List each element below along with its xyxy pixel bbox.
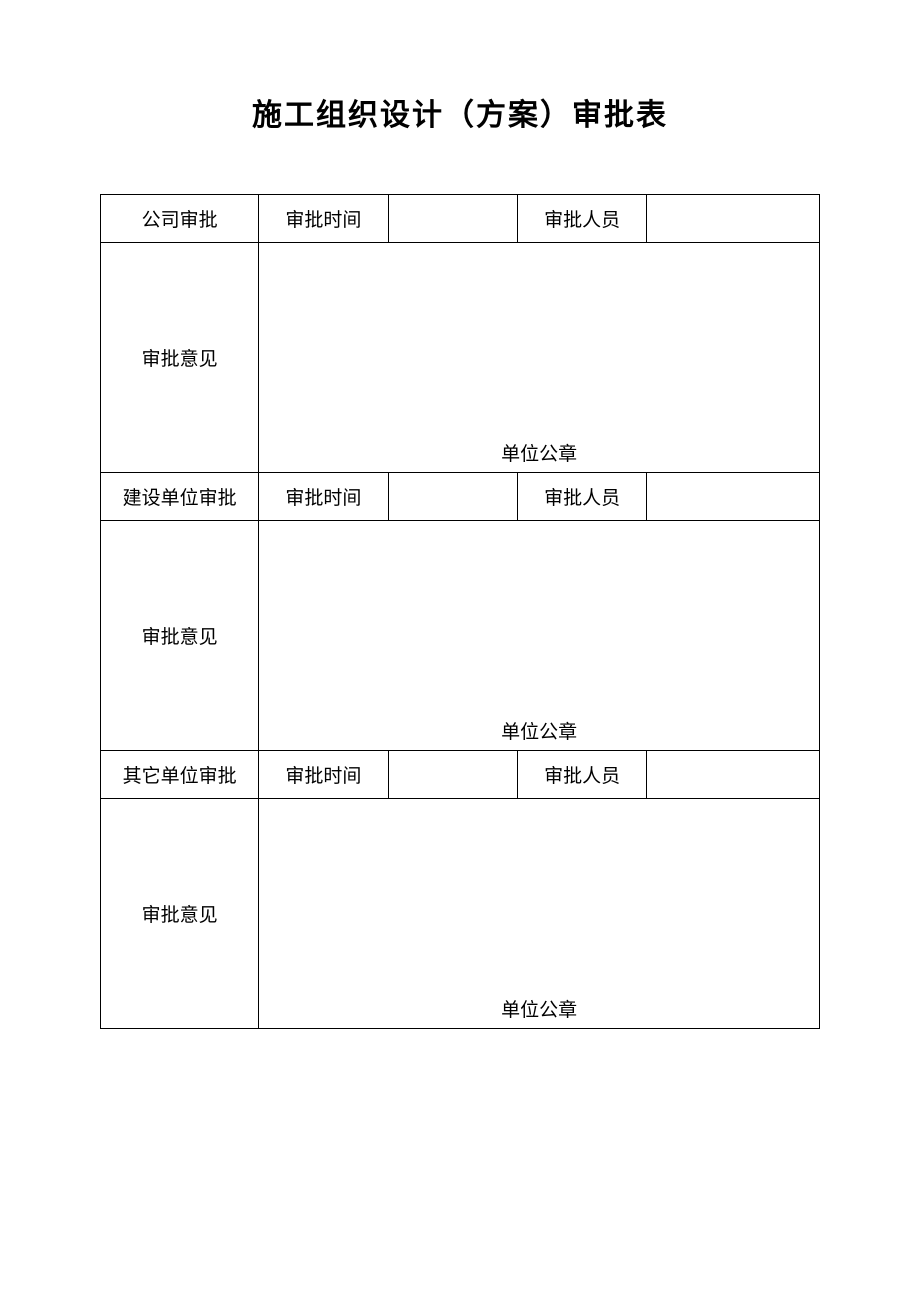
approval-table: 公司审批 审批时间 审批人员 审批意见 单位公章 建设单位审批 审批时间 审批人… xyxy=(100,194,820,1029)
table-row: 审批意见 单位公章 xyxy=(101,521,820,751)
person-value-cell xyxy=(647,751,820,799)
person-value-cell xyxy=(647,473,820,521)
time-value-cell xyxy=(388,473,517,521)
opinion-label-cell: 审批意见 xyxy=(101,521,259,751)
table-row: 建设单位审批 审批时间 审批人员 xyxy=(101,473,820,521)
table-row: 公司审批 审批时间 审批人员 xyxy=(101,195,820,243)
opinion-label-cell: 审批意见 xyxy=(101,243,259,473)
stamp-label: 单位公章 xyxy=(259,439,819,466)
time-label-cell: 审批时间 xyxy=(259,751,388,799)
table-row: 审批意见 单位公章 xyxy=(101,799,820,1029)
page-title: 施工组织设计（方案）审批表 xyxy=(100,90,820,134)
stamp-label: 单位公章 xyxy=(259,717,819,744)
table-row: 审批意见 单位公章 xyxy=(101,243,820,473)
approval-unit-cell: 公司审批 xyxy=(101,195,259,243)
stamp-label: 单位公章 xyxy=(259,995,819,1022)
approval-unit-cell: 建设单位审批 xyxy=(101,473,259,521)
time-value-cell xyxy=(388,751,517,799)
opinion-content-cell: 单位公章 xyxy=(259,799,820,1029)
table-row: 其它单位审批 审批时间 审批人员 xyxy=(101,751,820,799)
person-label-cell: 审批人员 xyxy=(517,195,646,243)
person-value-cell xyxy=(647,195,820,243)
opinion-content-cell: 单位公章 xyxy=(259,521,820,751)
time-value-cell xyxy=(388,195,517,243)
time-label-cell: 审批时间 xyxy=(259,195,388,243)
approval-unit-cell: 其它单位审批 xyxy=(101,751,259,799)
opinion-content-cell: 单位公章 xyxy=(259,243,820,473)
opinion-label-cell: 审批意见 xyxy=(101,799,259,1029)
time-label-cell: 审批时间 xyxy=(259,473,388,521)
person-label-cell: 审批人员 xyxy=(517,751,646,799)
person-label-cell: 审批人员 xyxy=(517,473,646,521)
